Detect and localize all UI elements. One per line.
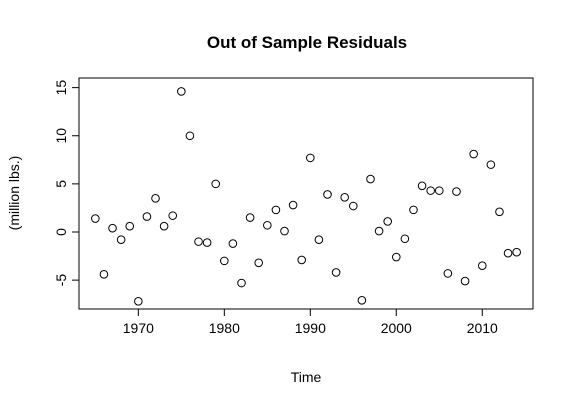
x-axis-label: Time xyxy=(291,369,322,385)
data-point xyxy=(271,205,281,215)
data-point xyxy=(460,276,470,286)
data-point xyxy=(263,220,272,230)
data-point xyxy=(486,160,496,169)
data-point xyxy=(280,226,289,236)
data-point xyxy=(452,187,461,196)
y-axis: -5 0 5 10 15 xyxy=(53,80,80,287)
data-point xyxy=(220,256,229,266)
data-points xyxy=(91,87,521,306)
data-point xyxy=(409,205,418,215)
data-point xyxy=(417,181,427,191)
y-tick-label: 0 xyxy=(53,228,69,236)
data-point xyxy=(211,179,221,189)
data-point xyxy=(288,200,298,210)
data-point xyxy=(477,261,487,270)
y-axis-label: (million lbs.) xyxy=(6,156,22,231)
data-point xyxy=(348,201,358,211)
data-point xyxy=(142,212,152,221)
data-point xyxy=(331,268,341,277)
x-tick-label: 2010 xyxy=(467,320,498,336)
data-point xyxy=(159,221,169,231)
data-point xyxy=(469,149,478,159)
x-tick-label: 1970 xyxy=(123,320,154,336)
data-point xyxy=(495,207,504,217)
data-point xyxy=(323,190,332,199)
data-point xyxy=(194,237,203,246)
data-point xyxy=(202,238,212,247)
data-point xyxy=(314,235,324,244)
data-point xyxy=(245,213,255,222)
plot-frame xyxy=(78,77,534,310)
data-point xyxy=(366,174,375,184)
data-point xyxy=(125,221,135,231)
y-tick-label: 10 xyxy=(53,128,69,144)
x-tick-label: 1990 xyxy=(295,320,326,336)
data-point xyxy=(305,153,315,163)
y-tick-label: 15 xyxy=(53,80,69,96)
data-point xyxy=(177,87,186,96)
data-point xyxy=(91,214,100,223)
x-tick-label: 2000 xyxy=(381,320,412,336)
data-point xyxy=(297,255,307,265)
data-point xyxy=(237,278,246,288)
data-point xyxy=(443,269,453,278)
data-point xyxy=(426,186,435,195)
y-tick-label: -5 xyxy=(53,274,69,287)
data-point xyxy=(391,252,401,262)
data-point xyxy=(134,297,143,306)
data-point xyxy=(512,247,521,257)
data-point xyxy=(503,248,513,258)
x-tick-label: 1980 xyxy=(209,320,240,336)
data-point xyxy=(168,211,178,220)
data-point xyxy=(383,217,392,226)
data-point xyxy=(400,234,410,244)
data-point xyxy=(254,258,264,268)
data-point xyxy=(434,186,444,195)
y-tick-label: 5 xyxy=(53,180,69,188)
data-point xyxy=(228,239,238,248)
data-point xyxy=(116,235,126,244)
data-point xyxy=(99,270,109,279)
data-point xyxy=(185,131,195,141)
x-axis: 1970 1980 1990 2000 2010 xyxy=(123,308,498,336)
data-point xyxy=(151,194,160,203)
data-point xyxy=(108,223,117,233)
data-point xyxy=(340,193,349,202)
data-point xyxy=(357,296,367,305)
chart-title: Out of Sample Residuals xyxy=(207,33,407,52)
data-point xyxy=(374,226,384,236)
